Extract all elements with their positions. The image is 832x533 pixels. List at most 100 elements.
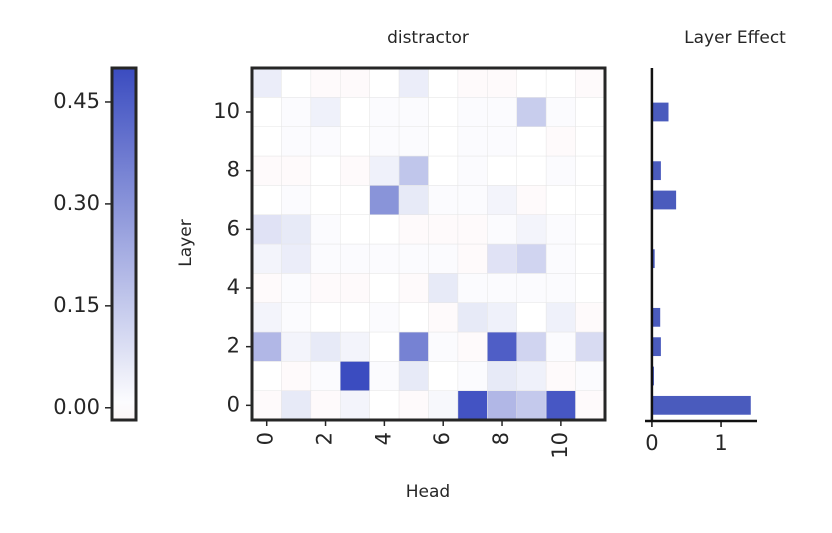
bar [651, 337, 661, 357]
heatmap-cell [340, 273, 370, 303]
heatmap-cell [310, 185, 341, 215]
heatmap-cell [340, 243, 370, 274]
heatmap-cell [487, 331, 518, 362]
heatmap-cell [575, 97, 606, 127]
heatmap-cell [457, 331, 488, 362]
heatmap-cell [281, 97, 312, 127]
y-tick-label: 4 [227, 275, 240, 299]
heatmap-cell [340, 214, 370, 245]
heatmap-cell [457, 214, 488, 245]
heatmap-cell [428, 126, 459, 157]
heatmap-cell [398, 243, 429, 274]
heatmap-cell [545, 390, 576, 421]
x-tick-label: 6 [430, 432, 454, 445]
heatmap-cell [369, 243, 400, 274]
heatmap-title: distractor [387, 28, 469, 48]
heatmap-cell [369, 361, 400, 391]
heatmap-cell [281, 126, 312, 157]
heatmap-cell [457, 126, 488, 157]
heatmap-cell [575, 155, 606, 186]
x-tick-label: 2 [313, 432, 337, 445]
heatmap-cell [251, 185, 282, 215]
heatmap-cell [575, 126, 606, 157]
heatmap-cell [310, 97, 341, 127]
heatmap-cell [251, 126, 282, 157]
heatmap-cell [516, 155, 547, 186]
heatmap-cell [251, 243, 282, 274]
heatmap-cell [545, 243, 576, 274]
heatmap-cell [516, 97, 547, 127]
heatmap-cell [251, 67, 282, 98]
heatmap-cell [398, 331, 429, 362]
heatmap-cell [545, 155, 576, 186]
heatmap-cell [516, 273, 547, 303]
heatmap-cell [369, 155, 400, 186]
heatmap-cell [398, 185, 429, 215]
heatmap-cell [428, 97, 459, 127]
heatmap-cell [251, 390, 282, 421]
heatmap-cell [310, 214, 341, 245]
heatmap-cell [428, 273, 459, 303]
heatmap-cell [516, 126, 547, 157]
heatmap-cell [457, 243, 488, 274]
bar [651, 395, 751, 415]
heatmap-cell [457, 390, 488, 421]
heatmap-cell [516, 390, 547, 421]
heatmap-cell [340, 97, 370, 127]
heatmap-cell [575, 390, 606, 421]
heatmap-cell [340, 361, 370, 391]
heatmap-cell [281, 361, 312, 391]
heatmap-cell [369, 97, 400, 127]
heatmap-cell [575, 331, 606, 362]
heatmap-cell [545, 302, 576, 333]
heatmap-cell [575, 185, 606, 215]
heatmap-cell [251, 273, 282, 303]
heatmap-cell [457, 302, 488, 333]
heatmap-cell [310, 67, 341, 98]
heatmap-cell [545, 331, 576, 362]
y-axis-label: Layer [176, 219, 196, 266]
heatmap-cell [487, 126, 518, 157]
heatmap-cell [487, 185, 518, 215]
heatmap-cell [575, 214, 606, 245]
heatmap-cell [516, 214, 547, 245]
heatmap-cell [310, 273, 341, 303]
heatmap-cell [487, 155, 518, 186]
heatmap-cell [545, 273, 576, 303]
heatmap-cell [281, 273, 312, 303]
bar [651, 190, 677, 210]
heatmap-cell [398, 67, 429, 98]
heatmap-cell [398, 390, 429, 421]
heatmap-cell [545, 214, 576, 245]
heatmap-cell [398, 97, 429, 127]
heatmap-cell [516, 185, 547, 215]
heatmap-cell [310, 155, 341, 186]
x-axis-label: Head [406, 482, 450, 502]
heatmap-cell [310, 331, 341, 362]
heatmap-frame [250, 66, 607, 422]
heatmap-cell [487, 390, 518, 421]
heatmap-cell [281, 214, 312, 245]
heatmap-cell [575, 361, 606, 391]
heatmap-cell [428, 243, 459, 274]
bar [651, 102, 669, 122]
heatmap-cell [428, 302, 459, 333]
heatmap-cell [428, 214, 459, 245]
heatmap-cell [398, 126, 429, 157]
heatmap-cell [487, 67, 518, 98]
heatmap-cell [369, 67, 400, 98]
bar [651, 249, 655, 269]
heatmap-cell [457, 361, 488, 391]
y-tick-label: 2 [227, 334, 240, 358]
heatmap-cell [369, 302, 400, 333]
heatmap-cell [487, 302, 518, 333]
x-tick-label: 0 [645, 431, 658, 455]
x-tick-label: 8 [489, 432, 513, 445]
heatmap-cell [340, 126, 370, 157]
heatmap-cell [545, 185, 576, 215]
heatmap-cell [428, 361, 459, 391]
heatmap-cell [340, 331, 370, 362]
heatmap-cell [369, 214, 400, 245]
heatmap-cell [398, 214, 429, 245]
